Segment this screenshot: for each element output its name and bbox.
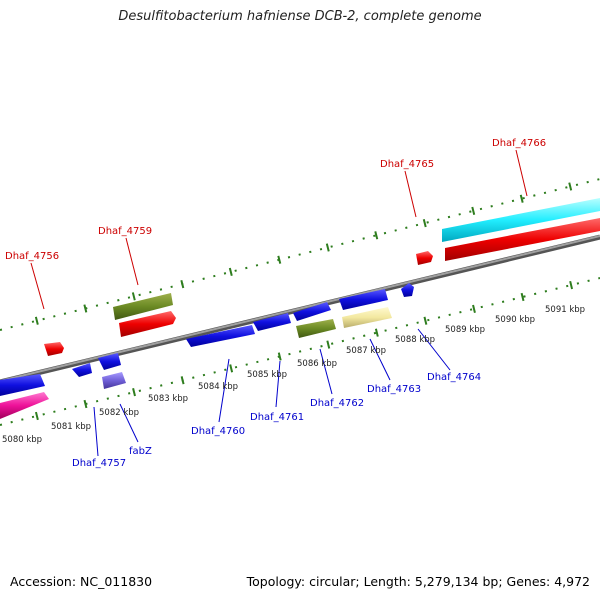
label-dhaf-4762: Dhaf_4762: [310, 398, 364, 409]
gene-dhaf-4757b[interactable]: [98, 353, 121, 370]
major-tick: [569, 280, 574, 290]
label-dhaf-4756: Dhaf_4756: [5, 251, 59, 262]
scale-label: 5089 kbp: [445, 325, 485, 335]
scale-label: 5080 kbp: [2, 435, 42, 445]
major-tick: [423, 316, 428, 325]
label-fabz: fabZ: [129, 446, 152, 457]
genome-summary-text: Topology: circular; Length: 5,279,134 bp…: [246, 574, 590, 589]
major-tick: [277, 255, 282, 264]
major-tick: [180, 376, 185, 385]
major-tick: [520, 292, 525, 302]
major-tick: [277, 352, 282, 361]
label-dhaf-4760: Dhaf_4760: [191, 426, 245, 437]
scale-label: 5087 kbp: [346, 346, 386, 356]
page-title: Desulfitobacterium hafniense DCB-2, comp…: [118, 9, 482, 24]
gene-fabz[interactable]: [102, 372, 126, 389]
gene-dhaf-4760[interactable]: [186, 325, 255, 347]
gene-left-pink[interactable]: [0, 392, 49, 419]
gene-dhaf-4763-blue[interactable]: [339, 289, 388, 310]
major-tick: [374, 231, 379, 240]
label-dhaf-4757: Dhaf_4757: [72, 458, 126, 469]
gene-dhaf-4759-olive[interactable]: [113, 293, 173, 320]
gene-dhaf-4761[interactable]: [253, 313, 291, 331]
gene-dhaf-4756[interactable]: [44, 342, 64, 356]
scale-label: 5086 kbp: [297, 359, 337, 369]
gene-dhaf-4766-red[interactable]: [445, 218, 600, 261]
major-tick: [519, 194, 524, 203]
major-tick: [131, 292, 136, 301]
major-tick: [34, 411, 39, 421]
scale-label: 5091 kbp: [545, 305, 585, 315]
scale-label: 5090 kbp: [495, 315, 535, 325]
major-tick: [83, 304, 88, 313]
label-dhaf-4766: Dhaf_4766: [492, 138, 546, 149]
major-tick: [83, 399, 88, 409]
major-ticks: [34, 182, 574, 421]
gene-dhaf-4765[interactable]: [416, 251, 433, 265]
label-dhaf-4763: Dhaf_4763: [367, 384, 421, 395]
major-tick: [472, 304, 476, 313]
gene-dhaf-4763-cream[interactable]: [342, 307, 392, 328]
gene-dhaf-4766-cyan[interactable]: [442, 198, 600, 242]
major-tick: [34, 316, 39, 325]
inner-tick-line: [0, 277, 600, 426]
label-dhaf-4765: Dhaf_4765: [380, 159, 434, 170]
major-tick: [471, 206, 476, 216]
gene-dhaf-4759-red[interactable]: [119, 311, 176, 337]
outer-tick-line: [0, 178, 600, 331]
label-dhaf-4764: Dhaf_4764: [427, 372, 481, 383]
scale-label: 5083 kbp: [148, 394, 188, 404]
label-dhaf-4761: Dhaf_4761: [250, 412, 304, 423]
major-tick: [229, 364, 234, 373]
major-tick: [422, 218, 427, 228]
major-tick: [132, 388, 136, 397]
accession-text: Accession: NC_011830: [10, 574, 153, 589]
scale-label: 5082 kbp: [99, 408, 139, 418]
scale-label: 5085 kbp: [247, 370, 287, 380]
major-tick: [180, 279, 185, 289]
top-leaders: [30, 149, 528, 310]
scale-label: 5084 kbp: [198, 382, 238, 392]
major-tick: [326, 340, 331, 349]
bottom-leaders: [93, 328, 451, 457]
gene-dhaf-4764[interactable]: [401, 283, 414, 297]
major-tick: [568, 182, 573, 191]
scale-label: 5081 kbp: [51, 422, 91, 432]
gene-dhaf-4762-blue[interactable]: [293, 302, 331, 321]
gene-dhaf-4762-olive[interactable]: [296, 319, 336, 338]
gene-dhaf-4757[interactable]: [72, 363, 92, 377]
major-tick: [374, 328, 379, 337]
major-tick: [228, 267, 233, 277]
major-tick: [325, 243, 330, 252]
label-dhaf-4759: Dhaf_4759: [98, 226, 152, 237]
scale-label: 5088 kbp: [395, 335, 435, 345]
gene-left-blue-top[interactable]: [0, 374, 45, 396]
